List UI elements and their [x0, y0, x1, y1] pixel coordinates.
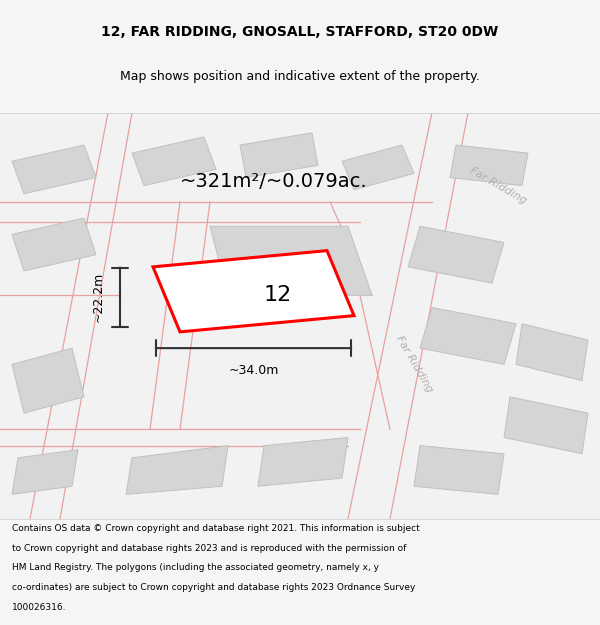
- Text: Contains OS data © Crown copyright and database right 2021. This information is : Contains OS data © Crown copyright and d…: [12, 524, 420, 533]
- Text: 12: 12: [263, 285, 292, 305]
- Polygon shape: [420, 308, 516, 364]
- Text: ~22.2m: ~22.2m: [92, 272, 105, 322]
- Polygon shape: [12, 348, 84, 413]
- Polygon shape: [258, 438, 348, 486]
- Text: Map shows position and indicative extent of the property.: Map shows position and indicative extent…: [120, 70, 480, 83]
- Polygon shape: [240, 132, 318, 178]
- Text: 12, FAR RIDDING, GNOSALL, STAFFORD, ST20 0DW: 12, FAR RIDDING, GNOSALL, STAFFORD, ST20…: [101, 24, 499, 39]
- Polygon shape: [12, 450, 78, 494]
- Text: 100026316.: 100026316.: [12, 602, 67, 612]
- Text: ~34.0m: ~34.0m: [229, 364, 278, 378]
- Polygon shape: [126, 446, 228, 494]
- Polygon shape: [12, 145, 96, 194]
- Text: HM Land Registry. The polygons (including the associated geometry, namely x, y: HM Land Registry. The polygons (includin…: [12, 563, 379, 572]
- Polygon shape: [504, 397, 588, 454]
- Polygon shape: [408, 226, 504, 283]
- Text: ~321m²/~0.079ac.: ~321m²/~0.079ac.: [180, 172, 368, 191]
- Polygon shape: [210, 226, 372, 295]
- Polygon shape: [516, 324, 588, 381]
- Polygon shape: [12, 218, 96, 271]
- Polygon shape: [0, 112, 600, 519]
- Text: co-ordinates) are subject to Crown copyright and database rights 2023 Ordnance S: co-ordinates) are subject to Crown copyr…: [12, 583, 415, 592]
- Polygon shape: [414, 446, 504, 494]
- Text: to Crown copyright and database rights 2023 and is reproduced with the permissio: to Crown copyright and database rights 2…: [12, 544, 406, 552]
- Polygon shape: [132, 137, 216, 186]
- Polygon shape: [450, 145, 528, 186]
- Text: Far Ridding: Far Ridding: [394, 334, 434, 394]
- Polygon shape: [153, 251, 354, 332]
- Text: Far Ridding: Far Ridding: [468, 166, 528, 206]
- Polygon shape: [342, 145, 414, 190]
